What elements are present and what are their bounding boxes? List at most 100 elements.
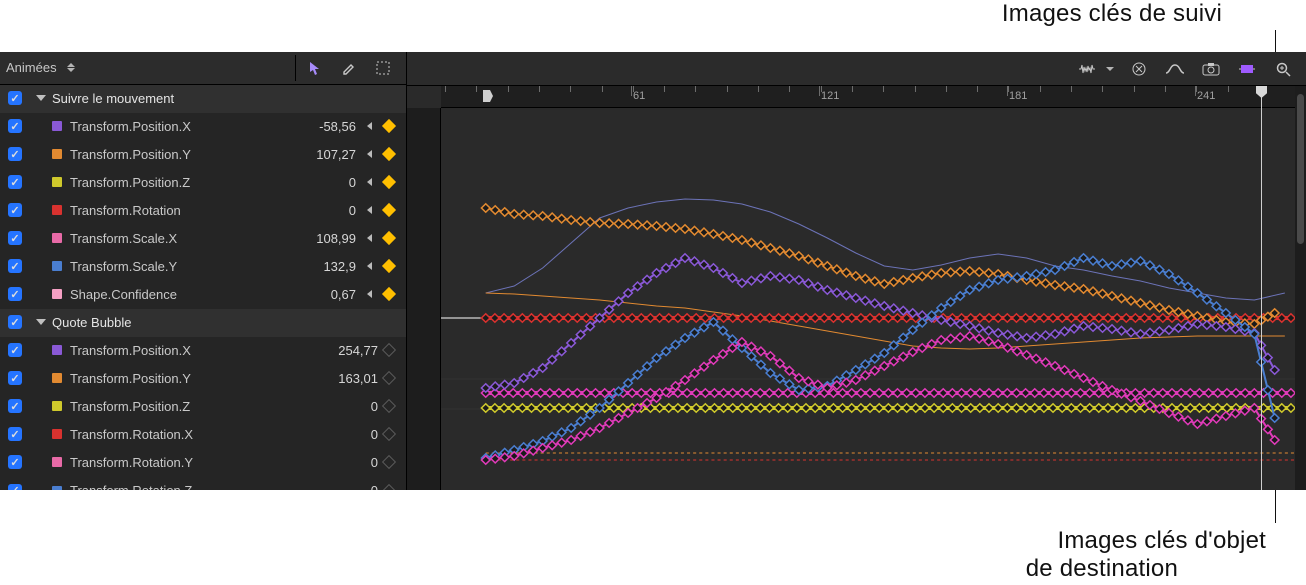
prev-keyframe-icon[interactable] <box>362 286 378 302</box>
enable-checkbox[interactable]: ✓ <box>8 91 22 105</box>
param-name: Transform.Position.Y <box>70 371 318 386</box>
group-name: Quote Bubble <box>52 315 396 330</box>
zoom-button[interactable] <box>1266 55 1300 83</box>
param-row[interactable]: ✓Transform.Position.X254,77 <box>0 337 406 365</box>
param-name: Transform.Position.Z <box>70 175 296 190</box>
keyframe-diamond-icon[interactable] <box>382 147 396 161</box>
param-row[interactable]: ✓ Transform.Position.Z0 <box>0 169 406 197</box>
prev-keyframe-icon[interactable] <box>362 230 378 246</box>
in-point-marker[interactable] <box>483 90 493 102</box>
enable-checkbox[interactable]: ✓ <box>8 287 22 301</box>
keyframe-diamond-empty-icon[interactable] <box>382 399 396 413</box>
param-row[interactable]: ✓Shape.Confidence0,67 <box>0 281 406 309</box>
prev-keyframe-icon[interactable] <box>362 118 378 134</box>
box-select-tool-button[interactable] <box>366 54 400 82</box>
callout-bottom-1: Images clés d'objet <box>1058 527 1267 555</box>
param-value[interactable]: 0,67 <box>296 287 356 302</box>
snapshot-button[interactable] <box>1194 55 1228 83</box>
camera-icon <box>1202 62 1220 76</box>
enable-checkbox[interactable]: ✓ <box>8 371 22 385</box>
color-swatch <box>52 289 62 299</box>
enable-checkbox[interactable]: ✓ <box>8 484 22 490</box>
param-row[interactable]: ✓Transform.Position.Z0 <box>0 393 406 421</box>
color-swatch <box>52 373 62 383</box>
keyframe-diamond-empty-icon[interactable] <box>382 343 396 357</box>
enable-checkbox[interactable]: ✓ <box>8 175 22 189</box>
param-row[interactable]: ✓ Transform.Rotation.Y0 <box>0 449 406 477</box>
curve-interp-button[interactable] <box>1158 55 1192 83</box>
pencil-icon <box>341 60 357 76</box>
param-row[interactable]: ✓ Transform.Scale.Y132,9 <box>0 253 406 281</box>
prev-keyframe-icon[interactable] <box>362 258 378 274</box>
keyframe-diamond-empty-icon[interactable] <box>382 484 396 490</box>
prev-keyframe-icon[interactable] <box>362 202 378 218</box>
parameters-panel: Animées ✓Suivre le mouvement✓Transform.P… <box>0 52 407 490</box>
param-row[interactable]: ✓ Transform.Rotation.Z0 <box>0 477 406 490</box>
param-value[interactable]: 0 <box>318 483 378 490</box>
enable-checkbox[interactable]: ✓ <box>8 455 22 469</box>
time-ruler[interactable]: 61121181241 <box>441 86 1295 108</box>
param-value[interactable]: 108,99 <box>296 231 356 246</box>
keyframe-diamond-icon[interactable] <box>382 231 396 245</box>
keyframe-diamond-empty-icon[interactable] <box>382 371 396 385</box>
param-name: Transform.Scale.Y <box>70 259 296 274</box>
keyframe-diamond-icon[interactable] <box>382 259 396 273</box>
ruler-tick-label: 241 <box>1197 90 1215 102</box>
param-value[interactable]: 0 <box>318 399 378 414</box>
param-name: Transform.Rotation.Z <box>70 483 318 490</box>
arrow-tool-button[interactable] <box>298 54 332 82</box>
color-swatch <box>52 261 62 271</box>
param-name: Transform.Rotation.Y <box>70 455 318 470</box>
fit-view-button[interactable] <box>1230 55 1264 83</box>
keyframe-diamond-icon[interactable] <box>382 119 396 133</box>
enable-checkbox[interactable]: ✓ <box>8 259 22 273</box>
param-row[interactable]: ✓Transform.Rotation.X0 <box>0 421 406 449</box>
param-value[interactable]: 0 <box>318 455 378 470</box>
param-value[interactable]: 0 <box>296 203 356 218</box>
pencil-tool-button[interactable] <box>332 54 366 82</box>
param-name: Transform.Rotation <box>70 203 296 218</box>
graph-scrollbar[interactable] <box>1295 86 1306 490</box>
enable-checkbox[interactable]: ✓ <box>8 399 22 413</box>
param-row[interactable]: ✓ Transform.Rotation0 <box>0 197 406 225</box>
disclosure-icon[interactable] <box>36 319 46 325</box>
param-value[interactable]: 163,01 <box>318 371 378 386</box>
scrollbar-thumb[interactable] <box>1297 94 1304 244</box>
color-swatch <box>52 121 62 131</box>
reduce-keyframes-button[interactable] <box>1122 55 1156 83</box>
fit-icon <box>1238 62 1256 76</box>
param-row[interactable]: ✓ Transform.Position.Y163,01 <box>0 365 406 393</box>
enable-checkbox[interactable]: ✓ <box>8 427 22 441</box>
graph-canvas[interactable] <box>441 108 1295 490</box>
chevron-down-icon[interactable] <box>1106 67 1114 71</box>
keyframe-editor: Animées ✓Suivre le mouvement✓Transform.P… <box>0 52 1306 490</box>
param-value[interactable]: 132,9 <box>296 259 356 274</box>
keyframe-diamond-empty-icon[interactable] <box>382 455 396 469</box>
param-value[interactable]: 107,27 <box>296 147 356 162</box>
playhead[interactable] <box>1261 86 1262 490</box>
param-value[interactable]: -58,56 <box>296 119 356 134</box>
audio-waveform-button[interactable] <box>1070 55 1104 83</box>
keyframe-diamond-empty-icon[interactable] <box>382 427 396 441</box>
param-row[interactable]: ✓Transform.Position.X-58,56 <box>0 113 406 141</box>
prev-keyframe-icon[interactable] <box>362 174 378 190</box>
keyframe-diamond-icon[interactable] <box>382 175 396 189</box>
param-row[interactable]: ✓Transform.Scale.X108,99 <box>0 225 406 253</box>
disclosure-icon[interactable] <box>36 95 46 101</box>
prev-keyframe-icon[interactable] <box>362 146 378 162</box>
keyframe-diamond-icon[interactable] <box>382 203 396 217</box>
group-row[interactable]: ✓ Quote Bubble <box>0 309 406 337</box>
enable-checkbox[interactable]: ✓ <box>8 119 22 133</box>
enable-checkbox[interactable]: ✓ <box>8 343 22 357</box>
param-value[interactable]: 254,77 <box>318 343 378 358</box>
group-row[interactable]: ✓Suivre le mouvement <box>0 85 406 113</box>
param-value[interactable]: 0 <box>296 175 356 190</box>
enable-checkbox[interactable]: ✓ <box>8 315 22 329</box>
param-value[interactable]: 0 <box>318 427 378 442</box>
enable-checkbox[interactable]: ✓ <box>8 147 22 161</box>
param-row[interactable]: ✓Transform.Position.Y107,27 <box>0 141 406 169</box>
keyframe-diamond-icon[interactable] <box>382 287 396 301</box>
filter-popup[interactable]: Animées <box>6 60 57 75</box>
enable-checkbox[interactable]: ✓ <box>8 203 22 217</box>
enable-checkbox[interactable]: ✓ <box>8 231 22 245</box>
